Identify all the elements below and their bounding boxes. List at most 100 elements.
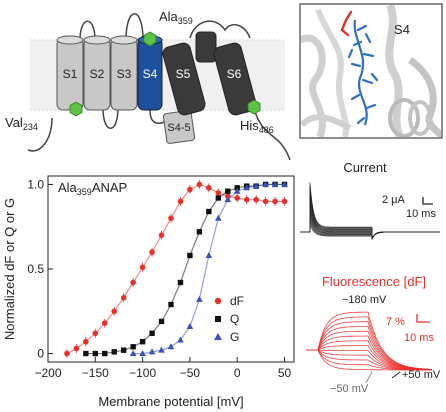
data-point-q [102,350,108,357]
data-point-q [187,252,193,259]
fluorescence-scale-bar [416,314,430,323]
data-point-q [225,188,231,194]
data-point-df [187,186,193,193]
data-point-q [158,318,165,325]
fluorescence-traces [306,311,432,371]
data-point-g [148,348,156,355]
data-point-q [130,344,136,350]
loop-c-terminus [254,111,291,161]
data-point-df [196,181,203,188]
data-point-df [215,190,222,196]
series-line-q [85,183,285,355]
voltage-dependence-chart: −200 −150 −100 −50 0 50 0 0.5 1.0 Membrane pote… [2,175,295,409]
data-point-g [243,184,250,191]
data-point-df [83,338,89,345]
data-point-g [215,214,222,221]
segment-s3: S3 [110,35,138,111]
data-point-q [168,301,174,308]
segment-label-s2: S2 [90,67,105,81]
legend-label-q: Q [230,312,239,326]
data-point-df [149,249,155,255]
fluorescence-title: Fluorescence [dF] [322,274,426,289]
x-tick-label: −50 [180,366,201,380]
data-point-q [196,229,203,235]
x-tick-label: 50 [278,366,292,380]
x-tick-label: 0 [234,366,241,380]
residue-label-his486: His486 [240,118,274,135]
data-point-g [262,180,269,187]
legend-label-g: G [230,330,239,344]
segment-s6: S6 [213,42,257,116]
loop-s2-s3 [102,107,119,129]
data-point-g [252,182,260,189]
data-point-df [281,198,288,205]
data-point-q [177,279,184,286]
y-axis-label: Normalized dF or Q or G [2,198,17,340]
data-point-q [139,339,146,345]
data-point-g [177,336,184,343]
legend-marker-df [214,297,222,305]
segment-label-s3: S3 [117,67,132,81]
data-point-df [272,198,278,205]
segment-s2: S2 [83,35,111,111]
data-point-g [158,346,165,353]
y-tick-label: 0.5 [27,262,44,276]
current-title: Current [343,160,387,175]
fluorescence-panel: Fluorescence [dF] −180 mV 7 % 10 ms +50 … [306,274,441,395]
segment-s4: S4 [137,35,163,111]
data-point-q [111,349,117,355]
x-tick-label: −100 [129,366,156,380]
plot-area [47,175,295,363]
residue-label-ala359: Ala359 [159,9,193,26]
legend-marker-g [214,333,222,340]
residue-marker-his486 [247,99,261,115]
segment-label-s4: S4 [143,67,158,81]
legend-label-df: dF [230,294,244,308]
data-point-df [64,350,70,357]
current-scale-bar [422,197,433,205]
residue-marker-val234 [69,101,83,117]
series-g [129,180,288,357]
data-point-q [149,330,155,336]
loop-s1-s2 [79,20,96,41]
segment-s1: S1 [56,35,84,111]
data-point-g [233,187,241,194]
data-point-df [158,232,165,238]
segment-s5: S5 [162,42,206,116]
segment-label-s5: S5 [176,67,191,81]
data-point-q [215,195,222,201]
data-point-df [120,294,127,301]
legend: dF Q G [214,294,244,344]
current-scale-x: 10 ms [406,208,436,220]
data-point-g [167,343,175,350]
data-point-g [224,196,232,203]
voltage-label-bottom: −50 mV [330,383,369,395]
current-scale-y: 2 μA [382,194,406,206]
x-tick-label: −200 [34,366,61,380]
structure-label: S4 [394,22,410,37]
fluorescence-scale-x: 10 ms [404,332,434,344]
data-point-df [73,345,80,352]
data-point-g [271,180,279,187]
data-point-g [196,295,203,302]
data-point-q [206,208,212,215]
pore-loop [195,31,217,63]
voltage-label-top: −180 mV [342,294,387,306]
data-point-df [130,279,136,286]
data-point-q [120,347,127,353]
topology-diagram: S1 S2 S3 S4 S4-5 S5 S6 [5,9,291,161]
data-point-df [139,264,146,271]
segment-label-s6: S6 [227,67,242,81]
voltage-label-mid: +50 mV [402,369,441,381]
current-trace [300,182,440,240]
y-tick-label: 0 [37,347,44,361]
fluorescence-trace [306,345,432,371]
series-layer [64,179,288,359]
data-point-df [206,185,212,191]
pointer-mid [391,371,401,379]
data-point-q [83,350,89,357]
data-point-g [129,350,137,357]
current-panel: Current 2 μA 10 ms [300,160,441,240]
data-point-g [281,180,288,187]
